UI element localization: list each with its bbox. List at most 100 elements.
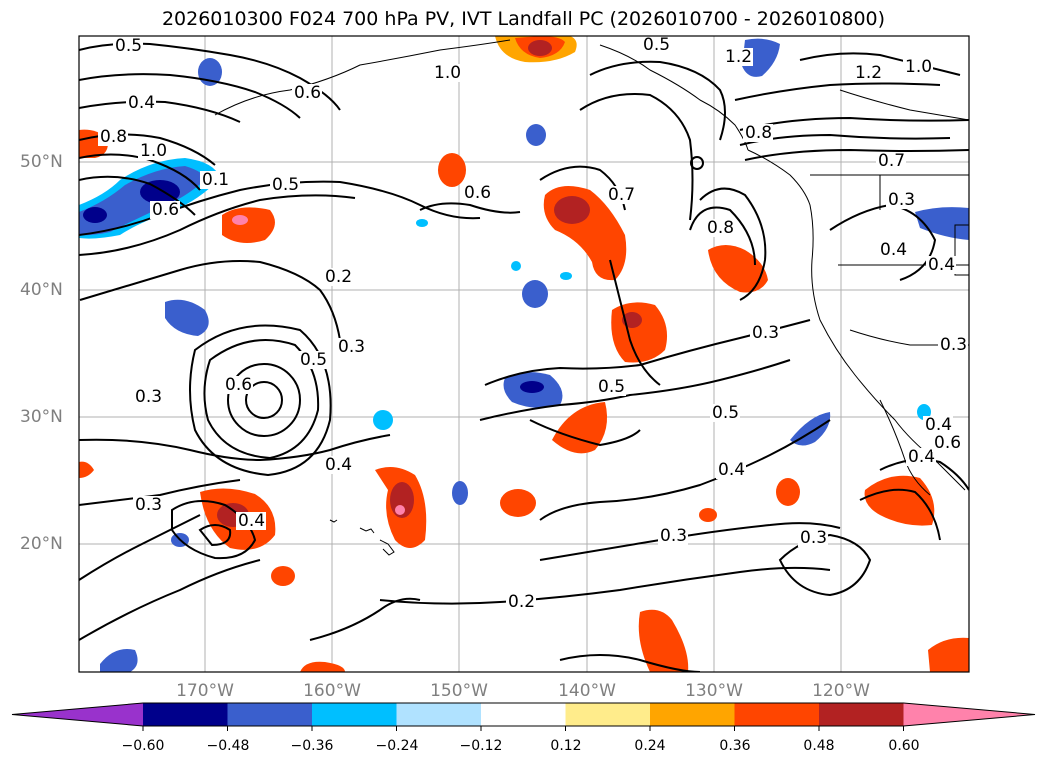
contour-label: 0.6 [152, 200, 179, 220]
contour-label-bg [938, 336, 968, 354]
contour-label-bg [133, 388, 163, 406]
contour-label: 0.7 [608, 185, 635, 205]
contour-label-bg [906, 448, 936, 466]
contour-label: 0.6 [294, 83, 321, 103]
ivt-positive-anomalies [79, 36, 969, 672]
contour-label-bg [323, 268, 353, 286]
contour-label: 0.3 [940, 335, 967, 355]
contour-label: 0.4 [718, 460, 745, 480]
contour-label: 0.5 [300, 350, 327, 370]
contour-label: 1.0 [434, 63, 461, 83]
colorbar-tick-label: 0.48 [803, 738, 835, 754]
contour-label-bg [798, 529, 828, 547]
colorbar-extend-min [12, 703, 143, 726]
colorbar-extend-max [903, 703, 1035, 726]
colorbar-segment [312, 703, 397, 726]
lon-label-150w: 150°W [430, 681, 488, 701]
contour-label-bg [506, 593, 536, 611]
contour-label: 0.6 [464, 183, 491, 203]
contour-label-bg [113, 37, 143, 55]
colorbar-segment [734, 703, 820, 726]
lon-label-140w: 140°W [558, 681, 616, 701]
contour-label: 0.4 [908, 447, 935, 467]
contour-label-bg [705, 219, 735, 237]
contour-label-bg [878, 241, 908, 259]
contour-label: 0.3 [888, 190, 915, 210]
contour-label-bg [876, 152, 906, 170]
contour-label: 0.4 [128, 93, 155, 113]
colorbar-tick-label: −0.24 [375, 738, 419, 754]
contour-label-bg [596, 378, 626, 396]
contour-label-bg [641, 36, 671, 54]
contour-label: 0.5 [712, 403, 739, 423]
contour-label: 0.7 [878, 151, 905, 171]
contour-label-bg [323, 456, 353, 474]
contour-label: 0.4 [325, 455, 352, 475]
contour-label-bg [750, 324, 780, 342]
contour-label-bg [743, 124, 773, 142]
colorbar-segment [396, 703, 482, 726]
colorbar-tick-label: 0.36 [719, 738, 751, 754]
contour-label: 0.4 [928, 255, 955, 275]
contour-label: 0.6 [934, 433, 961, 453]
lon-label-130w: 130°W [685, 681, 743, 701]
contour-label: 0.8 [100, 127, 127, 147]
contour-label: 0.3 [338, 337, 365, 357]
contour-label-bg [292, 84, 322, 102]
contour-label: 0.5 [643, 35, 670, 55]
contour-labels: 0.50.40.81.00.10.60.50.60.70.80.61.21.2 1… [98, 35, 968, 612]
lat-label-50n: 50°N [20, 152, 63, 172]
contour-label: 0.3 [752, 323, 779, 343]
contour-label-bg [236, 512, 266, 530]
colorbar-tick-label: 0.24 [634, 738, 666, 754]
contour-label-bg [133, 496, 163, 514]
colorbar-segment [481, 703, 566, 726]
contour-label-bg [150, 201, 180, 219]
contour-label-bg [923, 416, 953, 434]
contour-label: 0.4 [925, 415, 952, 435]
contour-label: 0.4 [880, 240, 907, 260]
contour-label-bg [926, 256, 956, 274]
lon-label-120w: 120°W [812, 681, 870, 701]
contour-label-bg [98, 128, 128, 146]
colorbar-tick-label: −0.12 [459, 738, 503, 754]
colorbar-segment [143, 703, 228, 726]
contour-label: 0.6 [225, 375, 252, 395]
colorbar-tick-label: −0.36 [290, 738, 334, 754]
contour-label: 1.2 [855, 63, 882, 83]
contour-label: 0.1 [202, 170, 229, 190]
contour-label-bg [710, 404, 740, 422]
contour-label-bg [138, 142, 168, 160]
lat-label-30n: 30°N [20, 407, 63, 427]
contour-label: 1.2 [725, 47, 752, 67]
contour-label-bg [298, 351, 328, 369]
contour-label-bg [606, 186, 636, 204]
contour-label-bg [432, 64, 462, 82]
contour-label-bg [200, 171, 230, 189]
map-title: 2026010300 F024 700 hPa PV, IVT Landfall… [161, 8, 886, 30]
contour-label-bg [126, 94, 156, 112]
contour-label: 0.2 [325, 267, 352, 287]
colorbar-segment [565, 703, 651, 726]
contour-label: 1.0 [140, 141, 167, 161]
map-frame [78, 35, 970, 673]
contour-label-bg [270, 176, 300, 194]
contour-label: 0.5 [598, 377, 625, 397]
lon-label-170w: 170°W [176, 681, 234, 701]
colorbar-tick-label: 0.12 [550, 738, 582, 754]
contour-label: 0.2 [508, 592, 535, 612]
contour-label: 0.3 [135, 387, 162, 407]
colorbar-tick-label: −0.60 [121, 738, 165, 754]
contour-label-bg [723, 48, 753, 66]
contour-label: 0.5 [115, 36, 142, 56]
colorbar-segment [819, 703, 904, 726]
contour-label-bg [462, 184, 492, 202]
contour-label: 0.8 [707, 218, 734, 238]
contour-label-bg [716, 461, 746, 479]
contour-label: 0.3 [800, 528, 827, 548]
contour-label-bg [853, 64, 883, 82]
contour-label-bg [658, 527, 688, 545]
lon-label-160w: 160°W [303, 681, 361, 701]
contour-label: 1.0 [905, 57, 932, 77]
contour-label: 0.4 [238, 511, 265, 531]
